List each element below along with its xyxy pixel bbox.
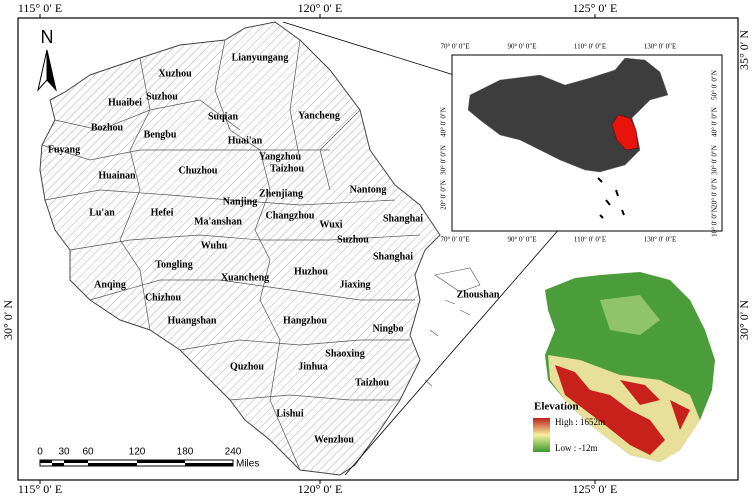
city-label: Huzhou — [294, 266, 328, 277]
inset-lon-label: 130° 0′ 0″E — [644, 43, 677, 51]
city-label: Lu'an — [89, 207, 115, 218]
city-label: Lishui — [276, 408, 303, 419]
city-label: Lianyungang — [232, 52, 289, 63]
inset-lat-label: 40° 0′ 0″N — [711, 107, 719, 137]
city-label: Nanjing — [223, 196, 257, 207]
city-label: Wuxi — [319, 219, 342, 230]
latitude-label: 30° 0′ N — [737, 300, 751, 340]
city-label: Bengbu — [144, 129, 177, 140]
city-label: Suzhou — [146, 91, 178, 102]
city-label: Wuhu — [201, 240, 228, 251]
scale-label: 180 — [177, 447, 194, 458]
inset-lat-label: 40° 0′ 0″N — [440, 107, 448, 137]
inset-china — [467, 57, 669, 219]
city-label: Wenzhou — [314, 434, 354, 445]
longitude-label: 125° 0′ E — [573, 1, 618, 15]
scale-label: 60 — [82, 447, 94, 458]
city-label: Yangzhou — [259, 151, 302, 162]
city-label: Shaoxing — [325, 348, 364, 359]
city-label: Chuzhou — [179, 165, 218, 176]
city-label: Zhenjiang — [259, 188, 303, 199]
city-label: Xuancheng — [221, 272, 269, 283]
city-label: Chizhou — [145, 292, 182, 303]
city-label: Anqing — [94, 279, 126, 290]
city-label: Huainan — [98, 170, 136, 181]
inset-lon-label: 130° 0′ 0″E — [644, 236, 677, 244]
city-label: Fuyang — [48, 144, 80, 155]
elevation-high: High : 1652m — [555, 417, 605, 427]
scale-label: 120 — [129, 447, 146, 458]
map-frame — [17, 17, 739, 481]
scale-bar — [39, 459, 234, 467]
inset-lon-label: 90° 0′ 0″E — [507, 236, 536, 244]
city-label: Ma'anshan — [194, 216, 242, 227]
latitude-label: 35° 0′ N — [737, 30, 751, 70]
city-label: Huaibei — [108, 97, 142, 108]
region-map — [39, 21, 481, 476]
scale-label: 240 — [225, 447, 242, 458]
elevation-ramp — [533, 418, 550, 452]
city-label: Huangshan — [168, 315, 217, 326]
scale-label: 0 — [37, 447, 43, 458]
city-label: Changzhou — [266, 210, 315, 221]
longitude-label: 120° 0′ E — [298, 1, 343, 15]
city-label: Nantong — [350, 184, 387, 195]
north-arrow — [37, 49, 57, 92]
scale-unit: Miles — [236, 459, 259, 470]
elevation-map — [545, 272, 715, 462]
city-label: Shanghai — [373, 251, 413, 262]
city-label: Xuzhou — [158, 68, 192, 79]
inset-lat-label: 20° 0′ 0″N — [711, 178, 719, 208]
city-label: Hefei — [151, 207, 174, 218]
city-label: Quzhou — [230, 361, 264, 372]
inset-lat-label: 30° 0′ 0″N — [440, 145, 448, 175]
city-label: Tongling — [155, 259, 192, 270]
elevation-low: Low : -12m — [555, 443, 598, 453]
longitude-label: 115° 0′ E — [18, 482, 62, 496]
longitude-label: 120° 0′ E — [298, 482, 343, 496]
north-label: N — [41, 27, 54, 47]
inset-lat-label: 10° 0′ 0″N — [711, 207, 719, 237]
city-label: Taizhou — [355, 377, 390, 388]
inset-lon-label: 110° 0′ 0″E — [574, 236, 606, 244]
city-label: Jiaxing — [339, 279, 370, 290]
city-label: Taizhou — [270, 163, 305, 174]
city-label: Suzhou — [337, 234, 369, 245]
city-label: Jinhua — [298, 361, 327, 372]
inset-lon-label: 70° 0′ 0″E — [440, 43, 469, 51]
city-label: Ningbo — [372, 323, 403, 334]
city-label: Bozhou — [91, 122, 124, 133]
city-label: Shanghai — [383, 213, 423, 224]
inset-lat-label: 50° 0′ 0″N — [711, 70, 719, 100]
city-label: Huai'an — [228, 135, 263, 146]
inset-lon-label: 90° 0′ 0″E — [507, 43, 536, 51]
latitude-label: 30° 0′ N — [1, 300, 15, 340]
city-label: Hangzhou — [283, 315, 327, 326]
city-label: Yancheng — [298, 110, 340, 121]
longitude-label: 115° 0′ E — [18, 1, 62, 15]
inset-lon-label: 70° 0′ 0″E — [440, 236, 469, 244]
inset-lat-label: 20° 0′ 0″N — [440, 180, 448, 210]
scale-label: 30 — [58, 447, 70, 458]
city-label: Zhoushan — [457, 289, 500, 300]
longitude-label: 125° 0′ E — [573, 482, 618, 496]
inset-lat-label: 30° 0′ 0″N — [711, 145, 719, 175]
inset-lon-label: 110° 0′ 0″E — [574, 43, 606, 51]
city-label: Suqian — [208, 111, 238, 122]
elevation-title: Elevation — [534, 401, 579, 413]
